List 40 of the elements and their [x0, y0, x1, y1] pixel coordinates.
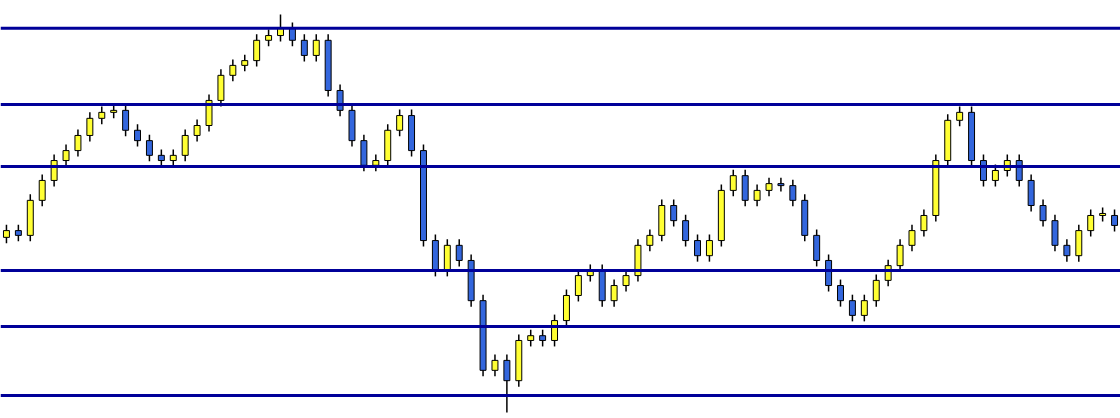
candlestick	[134, 123, 141, 148]
candlestick	[682, 213, 690, 248]
candlestick	[705, 233, 713, 263]
candlestick	[872, 273, 880, 308]
candlestick	[777, 176, 785, 193]
candlestick	[729, 168, 737, 198]
candlestick	[491, 353, 499, 378]
candlestick	[145, 133, 153, 163]
candlestick	[1063, 238, 1071, 263]
candlestick	[229, 58, 237, 83]
candlestick	[765, 176, 773, 198]
candlestick	[694, 233, 701, 263]
candlestick	[670, 198, 678, 228]
candlestick	[920, 208, 928, 238]
candlestick	[753, 183, 761, 208]
candlestick	[38, 173, 46, 208]
candlestick	[253, 33, 261, 68]
candlestick	[646, 228, 654, 253]
candlestick	[2, 223, 10, 245]
candlestick	[74, 128, 82, 158]
candlestick	[610, 278, 618, 308]
candlestick	[193, 118, 201, 143]
candlestick	[848, 293, 856, 323]
candlestick	[860, 293, 868, 323]
candlestick	[312, 33, 320, 63]
candlestick	[396, 108, 404, 137]
candlestick	[181, 128, 189, 163]
candlestick	[1039, 198, 1047, 228]
candlestick	[837, 278, 844, 308]
candlestick	[503, 353, 511, 414]
candlestick	[300, 33, 308, 63]
candlestick	[62, 143, 70, 168]
candlestick	[86, 111, 94, 143]
candlestick	[455, 238, 463, 268]
candlestick	[1111, 208, 1119, 233]
candlestick	[1087, 208, 1095, 238]
candlestick	[789, 178, 797, 208]
candlestick	[956, 105, 964, 128]
candlestick	[908, 223, 916, 253]
candlestick	[122, 103, 130, 137]
